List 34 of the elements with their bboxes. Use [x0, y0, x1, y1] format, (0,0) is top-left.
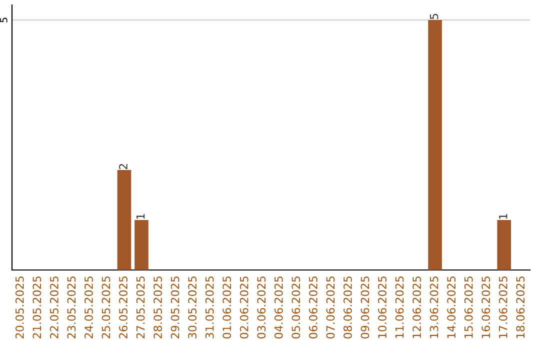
x-tick-label: 31.05.2025	[205, 276, 214, 338]
x-tick-label: 30.05.2025	[188, 276, 197, 338]
x-tick-label: 24.05.2025	[84, 276, 93, 338]
x-tick-label: 02.06.2025	[240, 276, 248, 338]
x-tick-label: 10.06.2025	[378, 276, 386, 338]
data-label: 1	[136, 214, 145, 219]
x-tick-label: 03.06.2025	[257, 276, 266, 338]
x-tick-label: 29.05.2025	[170, 276, 180, 338]
x-tick-label: 27.05.2025	[136, 276, 145, 338]
x-tick-label: 17.06.2025	[498, 276, 508, 338]
x-tick-label: 04.06.2025	[274, 276, 283, 338]
data-label: 2	[119, 164, 128, 170]
x-tick-label: 28.05.2025	[154, 276, 162, 338]
x-tick-label: 08.06.2025	[344, 276, 352, 338]
x-tick-label: 20.05.2025	[15, 276, 24, 338]
x-tick-label: 05.06.2025	[292, 276, 300, 338]
x-tick-label: 01.06.2025	[222, 276, 232, 338]
x-tick-label: 23.05.2025	[67, 276, 76, 338]
data-label: 5	[430, 14, 438, 20]
x-tick-label: 21.05.2025	[32, 276, 42, 338]
x-tick-label: 11.06.2025	[395, 276, 404, 338]
x-tick-label: 07.06.2025	[326, 276, 335, 338]
x-tick-label: 14.06.2025	[447, 276, 456, 338]
x-tick-label: 09.06.2025	[360, 276, 370, 338]
x-tick-label: 26.05.2025	[119, 276, 128, 338]
x-tick-label: 22.05.2025	[50, 276, 58, 338]
x-tick-label: 16.06.2025	[482, 276, 490, 338]
x-tick-label: 18.06.2025	[516, 276, 525, 338]
x-tick-label: 13.06.2025	[430, 276, 438, 338]
x-tick-label: 06.06.2025	[308, 276, 318, 338]
x-tick-label: 15.06.2025	[464, 276, 473, 338]
x-tick-label: 12.06.2025	[412, 276, 421, 338]
data-label: 1	[499, 214, 508, 219]
x-tick-label: 25.05.2025	[102, 276, 110, 338]
